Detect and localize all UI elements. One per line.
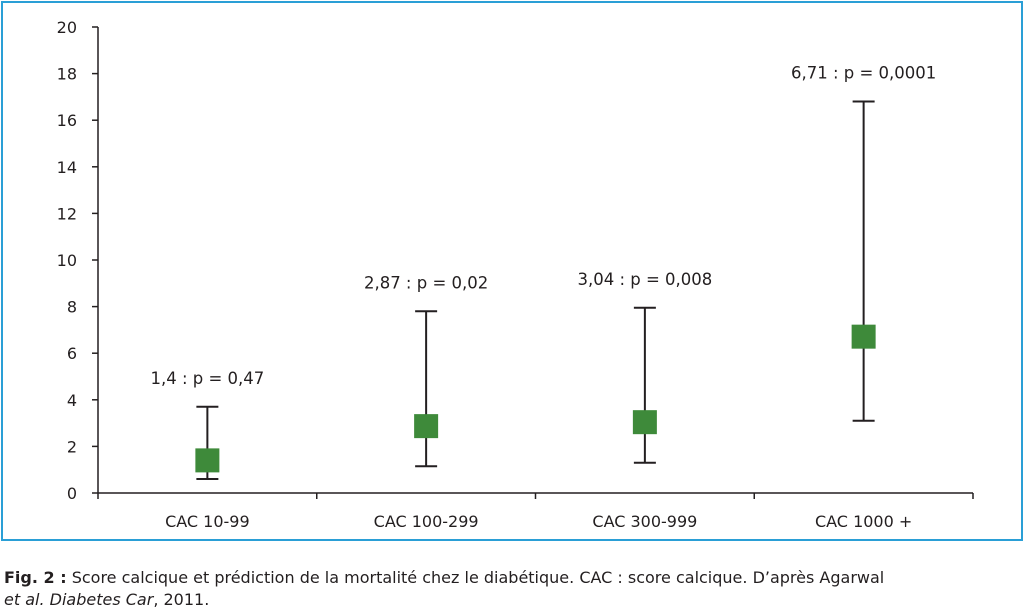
marks: 1,4 : p = 0,47 2,87 : p = 0,02 3,04 : p = … xyxy=(150,64,936,481)
y-tick-label: 12 xyxy=(57,204,77,223)
y-tick-label: 8 xyxy=(67,298,77,317)
data-point-marker xyxy=(632,410,657,435)
y-tick-label: 20 xyxy=(57,18,77,37)
caption-line-1: Fig. 2 : Score calcique et prédiction de… xyxy=(4,567,1024,589)
data-label: 2,87 : p = 0,02 xyxy=(364,273,488,292)
chart: 0 2 4 6 8 10 12 14 16 18 20 CAC 10-99 CAC 100-299 CAC… xyxy=(57,18,974,531)
caption-label: Fig. 2 : xyxy=(4,568,67,587)
caption-line-2: et al. Diabetes Car, 2011. xyxy=(4,589,1024,611)
data-point-marker xyxy=(414,414,439,439)
data-label: 3,04 : p = 0,008 xyxy=(577,270,712,289)
data-point-marker xyxy=(851,324,876,349)
x-tick-label: CAC 100-299 xyxy=(374,512,479,531)
y-tick-label: 2 xyxy=(67,437,77,456)
x-tick-label: CAC 300-999 xyxy=(592,512,697,531)
caption-text: Score calcique et prédiction de la morta… xyxy=(66,568,885,587)
x-tick-label: CAC 1000 + xyxy=(815,512,912,531)
caption-journal: Diabetes Car xyxy=(49,590,154,609)
chart-frame: 0 2 4 6 8 10 12 14 16 18 20 CAC 10-99 CAC 100-299 CAC… xyxy=(1,1,1023,541)
y-tick-label: 4 xyxy=(67,391,77,410)
caption-italic-a: et al. xyxy=(4,590,45,609)
caption-year: , 2011. xyxy=(153,590,210,609)
y-tick-label: 6 xyxy=(67,344,77,363)
y-tick-label: 14 xyxy=(57,158,77,177)
data-label: 6,71 : p = 0,0001 xyxy=(791,64,936,83)
y-tick-label: 0 xyxy=(67,484,77,503)
y-tick-label: 16 xyxy=(57,111,77,130)
data-label: 1,4 : p = 0,47 xyxy=(150,369,264,388)
data-point-marker xyxy=(195,448,220,473)
y-tick-label: 18 xyxy=(57,65,77,84)
y-tick-label: 10 xyxy=(57,251,77,270)
figure-caption: Fig. 2 : Score calcique et prédiction de… xyxy=(4,567,1024,611)
axes: 0 2 4 6 8 10 12 14 16 18 20 CAC 10-99 CAC 100-299 CAC… xyxy=(57,18,974,531)
x-tick-label: CAC 10-99 xyxy=(165,512,250,531)
